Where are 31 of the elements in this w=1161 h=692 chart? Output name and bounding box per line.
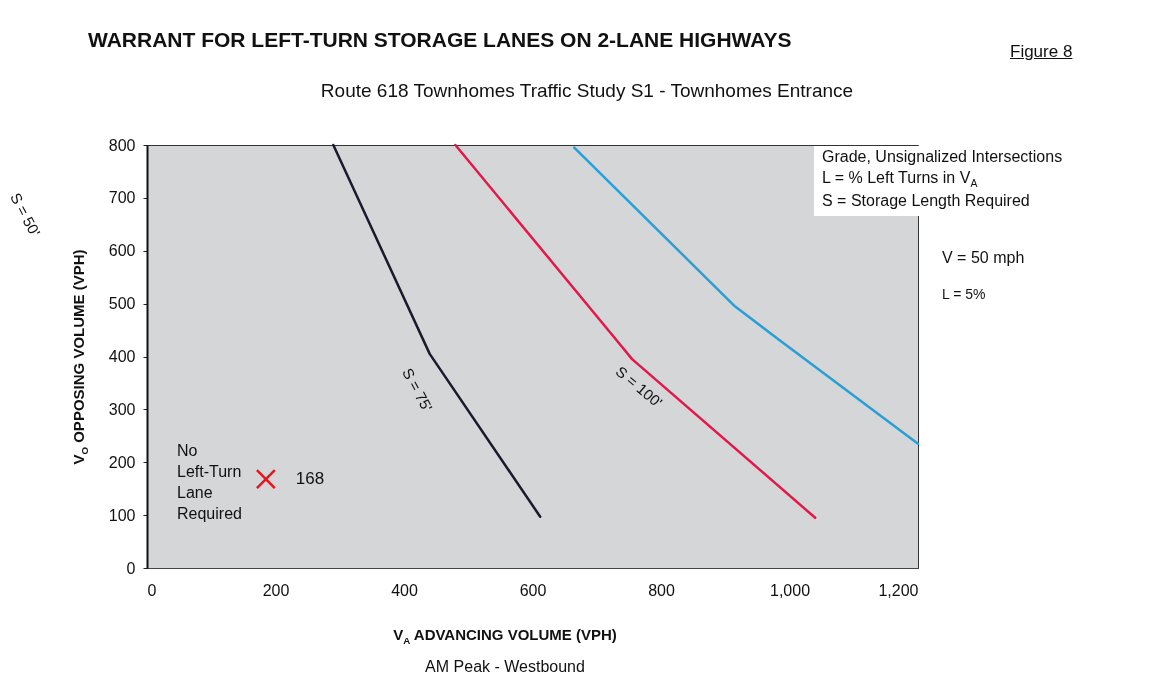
text: AM Peak - Westbound (425, 658, 585, 676)
annotation: Grade, Unsignalized Intersections (822, 148, 1063, 166)
text: S = 50' (6, 190, 44, 240)
chart-subtitle: Route 618 Townhomes Traffic Study S1 - Townhomes Entrance (320, 80, 854, 102)
annotation: S = Storage Length Required (822, 192, 1030, 210)
x-tick-label: 1,000 (769, 581, 811, 599)
chart-title: WARRANT FOR LEFT-TURN STORAGE LANES ON 2-LANE HIGHWAYS (88, 28, 792, 52)
y-tick-label: 700 (108, 189, 136, 207)
text: S = 100' (612, 362, 666, 411)
x-tick-label: 200 (262, 581, 290, 599)
y-tick-label: 600 (108, 242, 136, 260)
text: V = 50 mph (942, 249, 1025, 267)
x-tick-label: 1,200 (878, 581, 919, 599)
text: L = 5% (942, 286, 986, 302)
annotation: No Left-Turn Lane Required (177, 441, 242, 524)
x-tick-label: 800 (648, 581, 675, 599)
text: S = 75' (399, 365, 437, 415)
y-tick-label: 300 (108, 400, 136, 418)
x-tick-label: 400 (391, 581, 418, 599)
y-tick-label: 400 (108, 348, 136, 365)
annotation: L = % Left Turns in V$_{A}$ (822, 169, 978, 190)
annotation: 168 (295, 469, 325, 489)
y-tick-label: 200 (108, 453, 136, 471)
y-tick-label: 800 (108, 136, 136, 154)
x-tick-label: 600 (519, 581, 547, 599)
y-tick-label: 500 (108, 295, 136, 313)
y-tick-label: 100 (108, 506, 136, 524)
x-tick-label: 0 (147, 581, 157, 599)
x-axis-title: V$_{A}$ ADVANCING VOLUME (VPH) (393, 626, 617, 646)
y-tick-label: 0 (126, 559, 136, 577)
caption: Figure 8 (1010, 42, 1073, 62)
